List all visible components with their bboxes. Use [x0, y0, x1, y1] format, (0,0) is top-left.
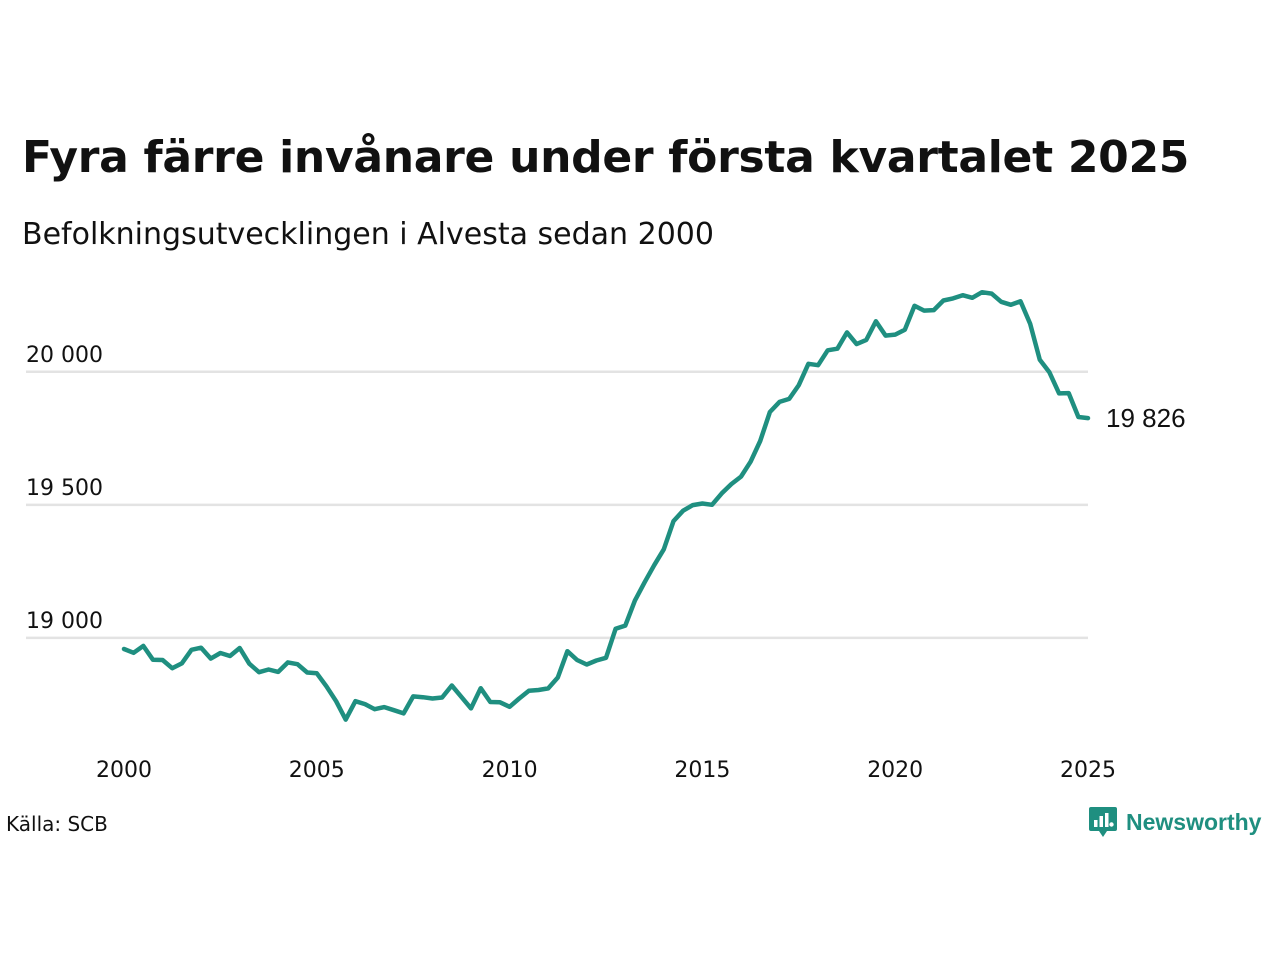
newsworthy-logo-icon [1089, 807, 1117, 837]
x-tick-label: 2005 [289, 758, 345, 783]
x-tick-label: 2015 [674, 758, 730, 783]
x-tick-label: 2025 [1060, 758, 1116, 783]
series-line-0 [121, 289, 1091, 722]
x-axis-ticks: 2000 2005 2010 2015 2020 2025 [96, 758, 1116, 783]
gridlines [26, 370, 1088, 640]
y-tick-label: 19 500 [26, 476, 103, 501]
x-tick-label: 2010 [482, 758, 538, 783]
chart-title: Fyra färre invånare under första kvartal… [22, 132, 1190, 183]
chart-subtitle: Befolkningsutvecklingen i Alvesta sedan … [22, 217, 714, 252]
series-layer [121, 289, 1091, 722]
brand-name: Newsworthy [1126, 808, 1262, 835]
data-label-layer: 19 826 [1106, 403, 1186, 433]
x-tick-label: 2000 [96, 758, 152, 783]
x-tick-label: 2020 [867, 758, 923, 783]
brand-logo: Newsworthy [1088, 804, 1261, 840]
y-tick-label: 19 000 [26, 609, 103, 634]
y-axis-ticks: 19 000 19 500 20 000 [26, 343, 103, 634]
y-tick-label: 20 000 [26, 343, 103, 368]
source-note: Källa: SCB [6, 812, 108, 836]
end-value-label: 19 826 [1106, 403, 1186, 433]
